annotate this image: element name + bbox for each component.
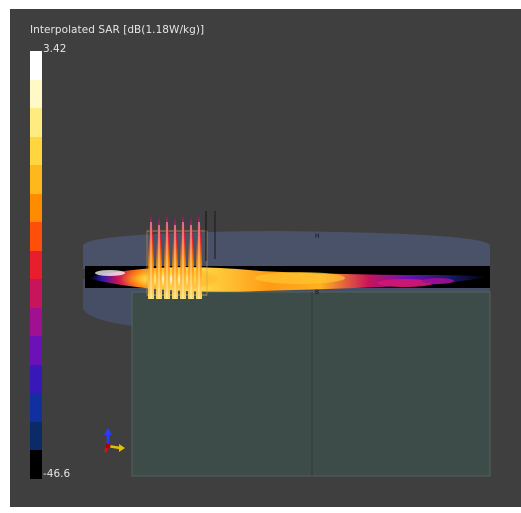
color-scale-segment xyxy=(30,307,42,337)
marker-b-label: B xyxy=(315,289,319,296)
legend-min-value: -46.6 xyxy=(43,468,71,480)
color-scale-segment xyxy=(30,250,42,280)
legend-max-value: 3.42 xyxy=(43,43,67,55)
color-scale-segment xyxy=(30,279,42,308)
phantom-body xyxy=(131,291,491,477)
phantom-shell-top xyxy=(83,231,490,269)
color-scale-segment xyxy=(30,393,42,422)
color-scale-segment xyxy=(30,193,42,223)
antenna-spikes xyxy=(148,214,202,299)
color-scale-segment xyxy=(30,364,42,394)
marker-h-label: H xyxy=(315,233,320,240)
color-scale-segment xyxy=(30,336,42,365)
color-scale-segment xyxy=(30,421,42,451)
color-scale-segment xyxy=(30,222,42,251)
color-scale-bar xyxy=(30,51,42,479)
color-scale-segment xyxy=(30,51,42,80)
color-scale-segment xyxy=(30,108,42,137)
xyz-axes-icon[interactable] xyxy=(103,428,125,453)
legend-title: Interpolated SAR [dB(1.18W/kg)] xyxy=(30,24,205,36)
sar-viewport[interactable]: H B Interpolated SAR [dB(1.18W/kg)] 3.42… xyxy=(10,9,521,507)
scene-render[interactable]: H B xyxy=(10,9,521,507)
color-scale-segment xyxy=(30,450,42,479)
color-scale-segment xyxy=(30,136,42,166)
sar-distribution-band xyxy=(85,266,490,292)
color-scale-segment xyxy=(30,79,42,109)
color-scale-segment xyxy=(30,165,42,194)
